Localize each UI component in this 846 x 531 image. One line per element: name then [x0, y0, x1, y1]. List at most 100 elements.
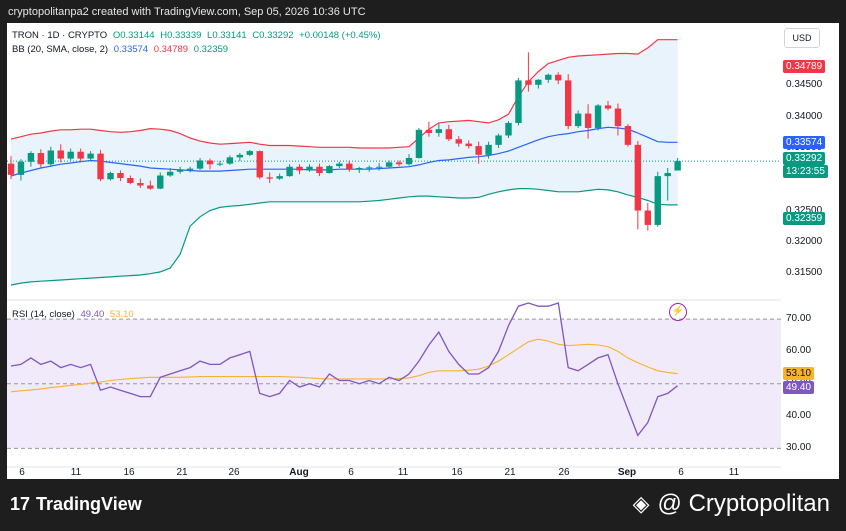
candle-body: [535, 79, 542, 85]
legend-open: O0.33144: [112, 30, 155, 41]
candle-body: [485, 144, 492, 155]
legend-rsi-ma: 53.10: [109, 309, 134, 320]
rsi-tick-label: 30.00: [786, 442, 812, 454]
candle-body: [286, 166, 293, 177]
lightning-icon[interactable]: ⚡: [669, 303, 687, 321]
x-tick-label: Aug: [289, 467, 308, 478]
candle-body: [614, 108, 622, 127]
countdown-label: 13:23:55: [783, 164, 828, 178]
legend-bb-basis: 0.33574: [113, 44, 149, 55]
candle-body: [47, 150, 54, 165]
currency-button[interactable]: USD: [784, 28, 820, 48]
candle-body: [266, 177, 273, 179]
candle-body: [465, 143, 472, 147]
candle-body: [515, 80, 522, 123]
candle-body: [545, 74, 552, 80]
x-tick-label: 16: [123, 467, 135, 478]
price-legend: TRON · 1D · CRYPTO O0.33144 H0.33339 L0.…: [12, 30, 384, 41]
candle-body: [137, 183, 144, 186]
rsi-ma-line: [10, 338, 678, 393]
price-axis[interactable]: 0.345000.340000.335000.325000.320000.315…: [781, 23, 839, 479]
bb-legend: BB (20, SMA, close, 2) 0.33574 0.34789 0…: [12, 44, 231, 55]
legend-bb-label: BB (20, SMA, close, 2): [12, 44, 109, 55]
x-tick-label: 11: [729, 467, 740, 478]
legend-symbol: TRON · 1D · CRYPTO: [12, 30, 108, 41]
candle-body: [246, 151, 253, 155]
binance-diamond-icon: ◈: [632, 491, 650, 516]
x-tick-label: 6: [678, 467, 684, 478]
legend-high: H0.33339: [160, 30, 202, 41]
candle-body: [425, 129, 433, 133]
x-tick-label: 16: [451, 467, 463, 478]
candle-body: [157, 175, 164, 189]
candle-body: [336, 163, 343, 167]
cryptopolitan-logo: ◈ @ Cryptopolitan: [633, 490, 830, 518]
candle-body: [495, 135, 502, 145]
candle-body: [27, 152, 35, 162]
candle-body: [555, 74, 562, 81]
footer: 17 TradingView ◈ @ Cryptopolitan: [0, 480, 846, 531]
price-tick-label: 0.31500: [786, 267, 823, 279]
bb-lower-line: [10, 188, 678, 286]
candle-body: [17, 161, 25, 175]
candle-body: [475, 146, 482, 155]
candle-body: [574, 113, 582, 127]
candle-body: [186, 168, 194, 170]
candle-body: [306, 166, 313, 171]
legend-low: L0.33141: [207, 30, 247, 41]
candle-body: [216, 163, 224, 165]
chart-area[interactable]: 6 11 16 21 26 Aug 6 11 16 21 26 Sep 6 11 TRON · 1D · …: [7, 23, 781, 479]
candle-body: [167, 171, 174, 176]
price-tick-label: 0.34000: [786, 110, 823, 122]
tradingview-brand: TradingView: [36, 494, 142, 514]
tradingview-mark-icon: 17: [10, 494, 31, 514]
chart-header: cryptopolitanpa2 created with TradingVie…: [8, 6, 366, 18]
candle-body: [505, 122, 512, 136]
candle-body: [87, 153, 94, 159]
candle-body: [415, 129, 423, 158]
close-price-label: 0.33292: [783, 151, 826, 165]
bb-upper-price-label: 0.34789: [783, 60, 826, 74]
candle-body: [236, 154, 244, 158]
candle-body: [346, 163, 353, 170]
candle-body: [117, 173, 124, 179]
bb-upper-line: [10, 39, 678, 149]
candle-body: [674, 161, 681, 171]
candle-body: [206, 160, 214, 165]
candle-body: [594, 105, 602, 128]
bb-lower-price-label: 0.32359: [783, 212, 826, 226]
bb-basis-line: [10, 126, 678, 177]
candle-body: [226, 157, 234, 164]
tradingview-logo: 17 TradingView: [10, 494, 142, 515]
candle-body: [435, 129, 443, 133]
x-tick-label: 21: [176, 467, 188, 478]
candle-body: [375, 166, 383, 168]
candle-body: [356, 167, 363, 170]
rsi-ma-value-label: 53.10: [783, 366, 815, 380]
legend-rsi-value: 49.40: [80, 309, 105, 320]
candle-body: [584, 113, 592, 128]
candle-body: [385, 162, 393, 167]
x-tick-label: 21: [504, 467, 516, 478]
rsi-tick-label: 40.00: [786, 410, 812, 422]
cryptopolitan-brand: @ Cryptopolitan: [657, 490, 830, 517]
price-tick-label: 0.32000: [786, 235, 823, 247]
candle-body: [276, 176, 283, 179]
chart-svg[interactable]: 6 11 16 21 26 Aug 6 11 16 21 26 Sep 6 11: [7, 23, 781, 479]
candle-body: [664, 173, 671, 177]
candle-body: [196, 160, 204, 169]
legend-rsi-label: RSI (14, close): [12, 309, 75, 320]
candle-body: [256, 151, 263, 178]
legend-bb-lower: 0.32359: [193, 44, 229, 55]
x-tick-label: 26: [558, 467, 570, 478]
candle-body: [176, 169, 184, 172]
x-tick-label: 26: [228, 467, 240, 478]
legend-bb-upper: 0.34789: [153, 44, 189, 55]
candle-body: [634, 144, 642, 211]
candle-body: [37, 152, 45, 165]
rsi-legend: RSI (14, close) 49.40 53.10: [12, 309, 137, 320]
candle-body: [147, 185, 154, 189]
x-tick-label: Sep: [618, 467, 636, 478]
rsi-tick-label: 60.00: [786, 345, 812, 357]
candle-body: [455, 139, 462, 144]
